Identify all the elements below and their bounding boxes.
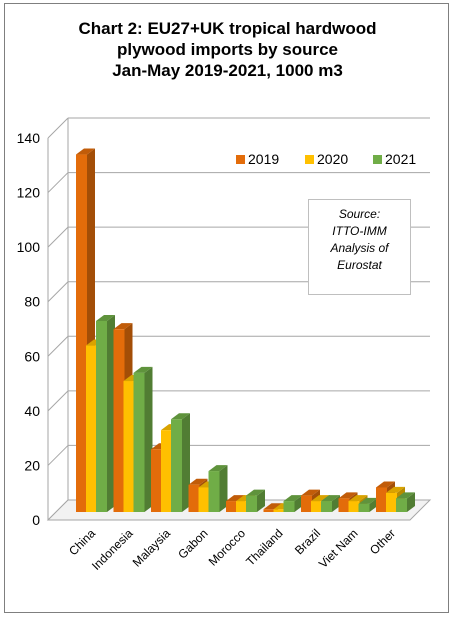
bar-top	[311, 495, 330, 502]
bar-2019-indonesia	[113, 329, 125, 512]
bar-top	[386, 486, 405, 493]
bar-top	[208, 465, 228, 472]
source-line-4: Eurostat	[337, 258, 382, 272]
y-tick-label: 20	[24, 457, 40, 473]
y-tick-label: 140	[17, 130, 41, 146]
bar-top	[348, 495, 368, 502]
x-tick-label: Malaysia	[130, 526, 174, 570]
bar-2021-morocco	[246, 495, 257, 512]
legend-label-2021: 2021	[385, 151, 416, 167]
legend-label-2019: 2019	[248, 151, 279, 167]
bar-2020-malaysia	[161, 430, 172, 512]
bar-top	[301, 489, 320, 496]
y-tick-label: 120	[17, 185, 41, 201]
bar-2021-china	[96, 321, 107, 512]
bar-2020-viet-nam	[348, 501, 360, 512]
y-tick-label: 0	[32, 512, 40, 528]
gridline-side	[47, 390, 69, 412]
bar-top	[188, 478, 208, 485]
legend-swatch-2020	[305, 155, 314, 164]
bar-top	[263, 503, 283, 510]
gridline-side	[47, 172, 69, 193]
legend-swatch-2021	[373, 155, 382, 164]
y-tick-label: 80	[24, 294, 40, 310]
bar-side	[332, 495, 340, 512]
gridline-side	[47, 335, 69, 357]
chart-title-line-1: Chart 2: EU27+UK tropical hardwood	[78, 19, 377, 38]
x-tick-label: Morocco	[206, 526, 249, 569]
gridline-side	[47, 445, 69, 466]
bar-2020-morocco	[236, 501, 247, 512]
bar-2020-thailand	[273, 509, 285, 512]
bar-top	[171, 413, 190, 420]
bar-top	[226, 495, 245, 502]
bar-2020-china	[86, 345, 97, 512]
bar-2019-thailand	[263, 509, 275, 512]
bar-side	[182, 413, 190, 512]
bar-2019-morocco	[226, 501, 237, 512]
bar-top	[396, 492, 415, 499]
gridline-side	[47, 226, 69, 248]
bar-top	[246, 489, 265, 496]
gridline-side	[47, 117, 69, 139]
legend-swatch-2019	[236, 155, 245, 164]
bar-2020-gabon	[198, 487, 210, 512]
source-line-1: Source:	[338, 207, 381, 221]
bar-top	[376, 481, 395, 488]
chart-title-line-2: plywood imports by source	[116, 40, 339, 59]
bar-2021-other	[396, 498, 407, 512]
chart-title-line-3: Jan-May 2019-2021, 1000 m3	[112, 61, 343, 80]
bar-top	[321, 495, 340, 502]
source-line-3: Analysis of	[330, 241, 389, 255]
x-tick-label: Other	[367, 526, 398, 557]
bar-2019-china	[76, 154, 87, 513]
bar-2021-gabon	[208, 471, 220, 512]
y-tick-label: 100	[17, 239, 41, 255]
bar-2019-brazil	[301, 495, 312, 512]
bar-2021-indonesia	[133, 372, 145, 512]
y-tick-label: 40	[24, 403, 40, 419]
bar-2019-malaysia	[151, 449, 162, 512]
x-tick-label: Brazil	[292, 526, 323, 557]
bar-2021-malaysia	[171, 419, 182, 512]
x-tick-label: Viet Nam	[316, 526, 361, 571]
bar-2020-other	[386, 492, 397, 512]
chart-title: Chart 2: EU27+UK tropical hardwood plywo…	[0, 18, 455, 81]
x-tick-label: Gabon	[175, 526, 210, 561]
bar-2019-gabon	[188, 484, 200, 512]
gridline-side	[47, 281, 69, 303]
bar-side	[369, 497, 378, 512]
bar-side	[294, 495, 303, 512]
bar-2021-viet-nam	[358, 503, 370, 512]
y-tick-label: 60	[24, 348, 40, 364]
bar-2019-viet-nam	[338, 498, 350, 512]
bar-2019-other	[376, 487, 387, 512]
bar-top	[338, 492, 358, 499]
bar-top	[283, 495, 303, 502]
bar-top	[113, 323, 133, 330]
x-tick-label: Indonesia	[89, 526, 136, 573]
x-tick-label: Thailand	[243, 526, 285, 568]
bar-side	[257, 489, 265, 512]
bar-2021-brazil	[321, 501, 332, 512]
bar-2021-thailand	[283, 501, 295, 512]
source-line-2: ITTO-IMM	[332, 224, 387, 238]
x-tick-label: China	[66, 526, 98, 558]
bar-top	[133, 366, 153, 373]
source-annotation: Source: ITTO-IMM Analysis of Eurostat	[308, 199, 411, 295]
bar-top	[96, 315, 115, 321]
bar-side	[107, 315, 115, 512]
bar-side	[407, 492, 415, 512]
bar-top	[358, 497, 378, 504]
bar-side	[219, 465, 228, 512]
bar-2020-brazil	[311, 501, 322, 512]
legend-label-2020: 2020	[317, 151, 348, 167]
bar-side	[144, 366, 153, 512]
bar-top	[76, 148, 95, 155]
bar-2020-indonesia	[123, 381, 135, 512]
